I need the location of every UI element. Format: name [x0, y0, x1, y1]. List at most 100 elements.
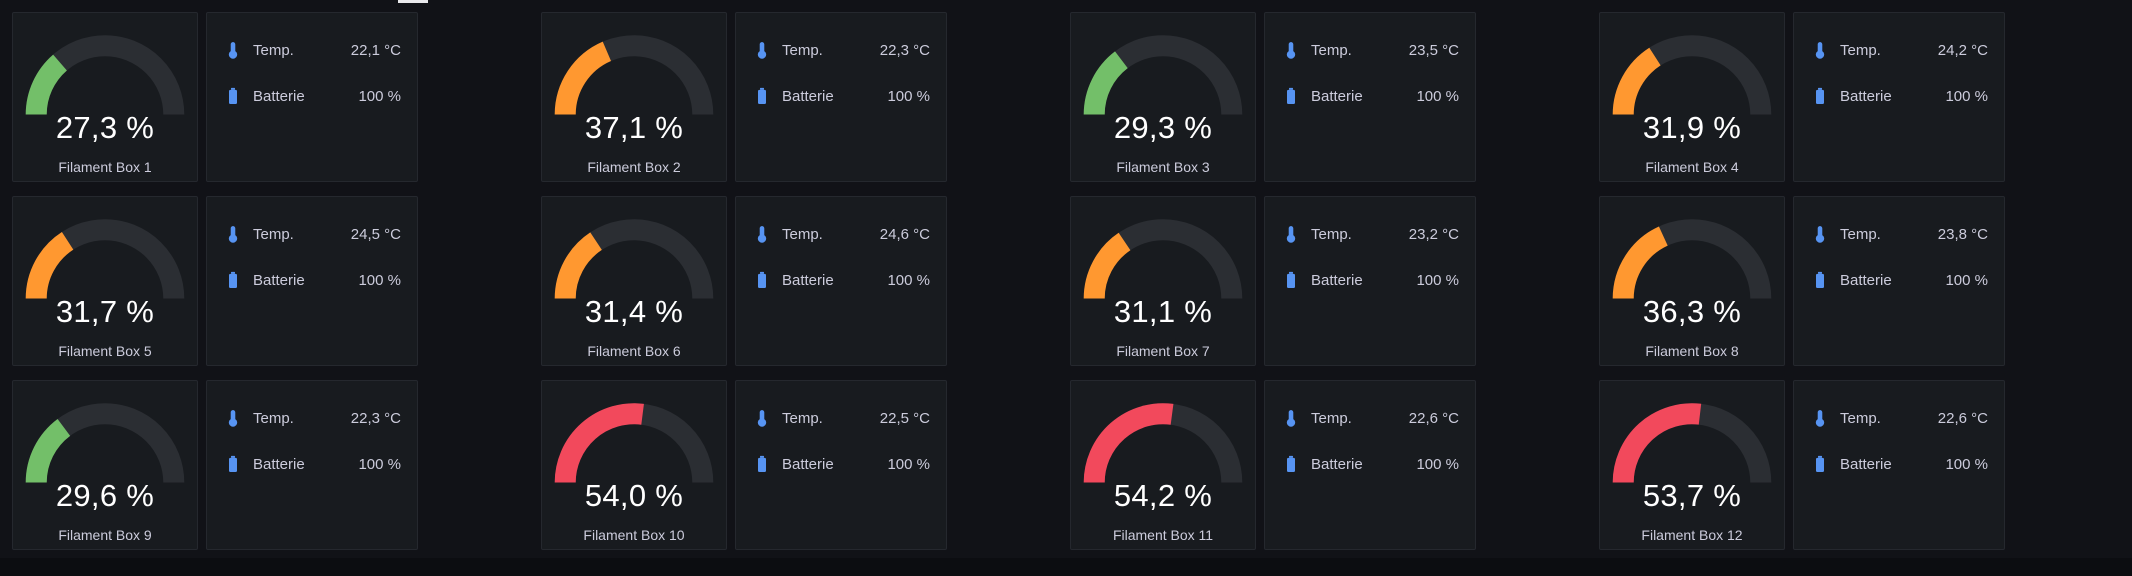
- temp-label: Temp.: [1311, 225, 1352, 243]
- panel-title[interactable]: Filament Box 10: [583, 527, 685, 543]
- battery-icon: [752, 454, 772, 474]
- stats-panel: Temp. 22,6 °C Batterie 100 %: [1793, 380, 2005, 550]
- stats-panel: Temp. 24,2 °C Batterie 100 %: [1793, 12, 2005, 182]
- gauge-value: 29,6 %: [55, 477, 155, 513]
- bottom-strip: [0, 558, 2132, 576]
- battery-label: Batterie: [253, 271, 305, 289]
- gauge-panel: 54,0 % Filament Box 10: [541, 380, 727, 550]
- panel-title[interactable]: Filament Box 4: [1645, 159, 1739, 175]
- battery-row: Batterie 100 %: [1281, 453, 1459, 475]
- battery-row: Batterie 100 %: [752, 85, 930, 107]
- battery-icon: [1810, 270, 1830, 290]
- gauge-chart: [25, 35, 185, 115]
- gauge-chart: [1083, 219, 1243, 299]
- gauge-value-arc: [25, 418, 71, 483]
- temp-label: Temp.: [782, 409, 823, 427]
- battery-icon: [223, 86, 243, 106]
- temp-value: 22,3 °C: [350, 409, 401, 427]
- battery-label: Batterie: [1311, 87, 1363, 105]
- gauge-panel: 31,1 % Filament Box 7: [1070, 196, 1256, 366]
- gauge-panel: 36,3 % Filament Box 8: [1599, 196, 1785, 366]
- temp-value: 22,6 °C: [1937, 409, 1988, 427]
- temp-value: 22,1 °C: [350, 41, 401, 59]
- panel-title[interactable]: Filament Box 5: [58, 343, 152, 359]
- temp-row: Temp. 22,6 °C: [1281, 407, 1459, 429]
- gauge-value-arc: [1612, 226, 1669, 299]
- thermometer-icon: [1281, 408, 1301, 428]
- temp-row: Temp. 24,6 °C: [752, 223, 930, 245]
- battery-label: Batterie: [253, 87, 305, 105]
- battery-label: Batterie: [1840, 455, 1892, 473]
- gauge-value-arc: [1083, 232, 1131, 299]
- temp-label: Temp.: [253, 41, 294, 59]
- filament-box-group: 31,4 % Filament Box 6 Temp. 24,6 °C: [541, 196, 1070, 366]
- gauge-value: 54,0 %: [584, 477, 684, 513]
- panel-title[interactable]: Filament Box 12: [1641, 527, 1743, 543]
- panel-grid: 27,3 % Filament Box 1 Temp. 22,1 °C: [12, 12, 2132, 550]
- gauge-panel: 31,7 % Filament Box 5: [12, 196, 198, 366]
- battery-value: 100 %: [1945, 87, 1988, 105]
- temp-value: 23,8 °C: [1937, 225, 1988, 243]
- gauge-panel: 29,6 % Filament Box 9: [12, 380, 198, 550]
- battery-icon: [1281, 270, 1301, 290]
- battery-icon: [1281, 454, 1301, 474]
- gauge-value: 37,1 %: [584, 109, 684, 145]
- gauge-chart: [25, 219, 185, 299]
- battery-value: 100 %: [1416, 87, 1459, 105]
- stats-panel: Temp. 22,6 °C Batterie 100 %: [1264, 380, 1476, 550]
- battery-label: Batterie: [253, 455, 305, 473]
- temp-row: Temp. 23,2 °C: [1281, 223, 1459, 245]
- thermometer-icon: [752, 408, 772, 428]
- panel-title[interactable]: Filament Box 7: [1116, 343, 1210, 359]
- temp-value: 22,6 °C: [1408, 409, 1459, 427]
- gauge-value: 53,7 %: [1642, 477, 1742, 513]
- gauge-chart: [1083, 35, 1243, 115]
- gauge-value: 31,4 %: [584, 293, 684, 329]
- panel-title[interactable]: Filament Box 8: [1645, 343, 1739, 359]
- panel-title[interactable]: Filament Box 3: [1116, 159, 1210, 175]
- battery-value: 100 %: [887, 271, 930, 289]
- temp-value: 22,3 °C: [879, 41, 930, 59]
- battery-value: 100 %: [1416, 455, 1459, 473]
- thermometer-icon: [752, 40, 772, 60]
- temp-row: Temp. 24,2 °C: [1810, 39, 1988, 61]
- panel-title[interactable]: Filament Box 9: [58, 527, 152, 543]
- temp-label: Temp.: [1840, 41, 1881, 59]
- temp-label: Temp.: [253, 225, 294, 243]
- panel-title[interactable]: Filament Box 1: [58, 159, 152, 175]
- thermometer-icon: [1810, 224, 1830, 244]
- battery-row: Batterie 100 %: [752, 269, 930, 291]
- battery-icon: [223, 270, 243, 290]
- battery-row: Batterie 100 %: [1810, 269, 1988, 291]
- stats-panel: Temp. 23,8 °C Batterie 100 %: [1793, 196, 2005, 366]
- temp-row: Temp. 22,1 °C: [223, 39, 401, 61]
- stats-panel: Temp. 23,5 °C Batterie 100 %: [1264, 12, 1476, 182]
- temp-value: 24,2 °C: [1937, 41, 1988, 59]
- battery-value: 100 %: [358, 87, 401, 105]
- panel-title[interactable]: Filament Box 6: [587, 343, 681, 359]
- battery-label: Batterie: [782, 455, 834, 473]
- battery-row: Batterie 100 %: [752, 453, 930, 475]
- thermometer-icon: [1281, 224, 1301, 244]
- filament-box-group: 31,1 % Filament Box 7 Temp. 23,2 °C: [1070, 196, 1599, 366]
- filament-box-group: 27,3 % Filament Box 1 Temp. 22,1 °C: [12, 12, 541, 182]
- gauge-value-arc: [1083, 51, 1129, 115]
- temp-label: Temp.: [782, 41, 823, 59]
- temp-row: Temp. 23,5 °C: [1281, 39, 1459, 61]
- gauge-value-arc: [25, 54, 68, 115]
- gauge-chart: [1612, 35, 1772, 115]
- battery-value: 100 %: [887, 455, 930, 473]
- panel-title[interactable]: Filament Box 2: [587, 159, 681, 175]
- battery-row: Batterie 100 %: [1810, 453, 1988, 475]
- stats-panel: Temp. 24,5 °C Batterie 100 %: [206, 196, 418, 366]
- filament-box-group: 37,1 % Filament Box 2 Temp. 22,3 °C: [541, 12, 1070, 182]
- battery-row: Batterie 100 %: [223, 85, 401, 107]
- temp-value: 23,2 °C: [1408, 225, 1459, 243]
- temp-row: Temp. 22,3 °C: [752, 39, 930, 61]
- gauge-value: 36,3 %: [1642, 293, 1742, 329]
- gauge-value: 31,9 %: [1642, 109, 1742, 145]
- panel-title[interactable]: Filament Box 11: [1112, 527, 1214, 543]
- battery-value: 100 %: [1945, 271, 1988, 289]
- stats-panel: Temp. 22,3 °C Batterie 100 %: [735, 12, 947, 182]
- temp-row: Temp. 24,5 °C: [223, 223, 401, 245]
